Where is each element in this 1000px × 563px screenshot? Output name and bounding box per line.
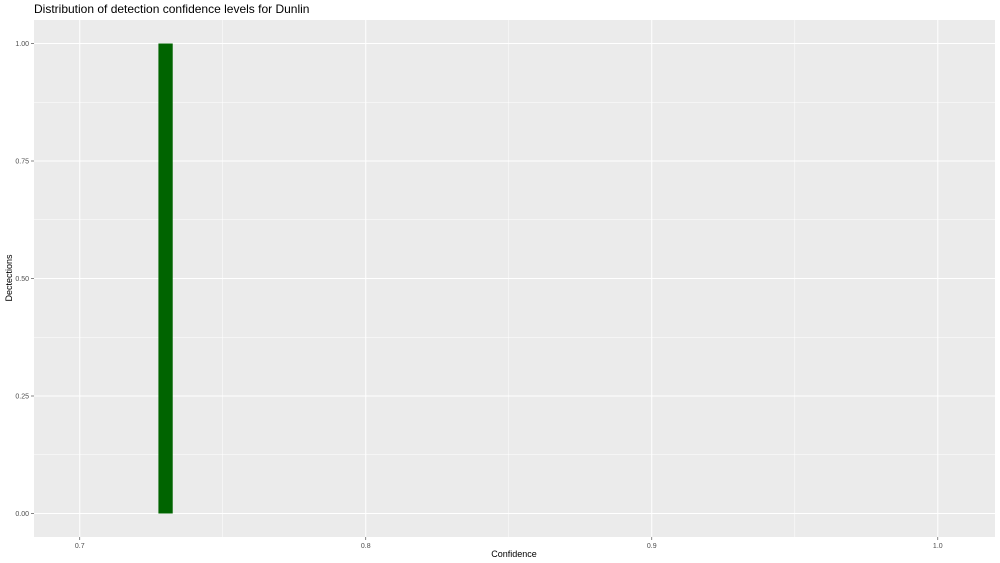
x-tick-label: 0.9 xyxy=(647,543,657,550)
x-axis-label: Confidence xyxy=(491,549,537,559)
y-tick-label: 0.75 xyxy=(15,159,29,166)
x-tick-label: 0.7 xyxy=(75,543,85,550)
bars xyxy=(158,43,173,514)
y-tick-label: 0.50 xyxy=(15,276,29,283)
x-axis-ticks: 0.7 0.8 0.9 1.0 xyxy=(75,537,943,550)
y-tick-label: 0.00 xyxy=(15,511,29,518)
grid-lines xyxy=(34,20,995,537)
x-tick-label: 1.0 xyxy=(933,543,943,550)
x-tick-label: 0.8 xyxy=(361,543,371,550)
y-tick-label: 1.00 xyxy=(15,41,29,48)
y-axis-label: Dectections xyxy=(4,254,14,302)
y-tick-label: 0.25 xyxy=(15,394,29,401)
chart-title: Distribution of detection confidence lev… xyxy=(34,2,309,16)
y-axis-ticks: 0.00 0.25 0.50 0.75 1.00 xyxy=(15,41,34,518)
histogram-bar xyxy=(158,43,173,514)
